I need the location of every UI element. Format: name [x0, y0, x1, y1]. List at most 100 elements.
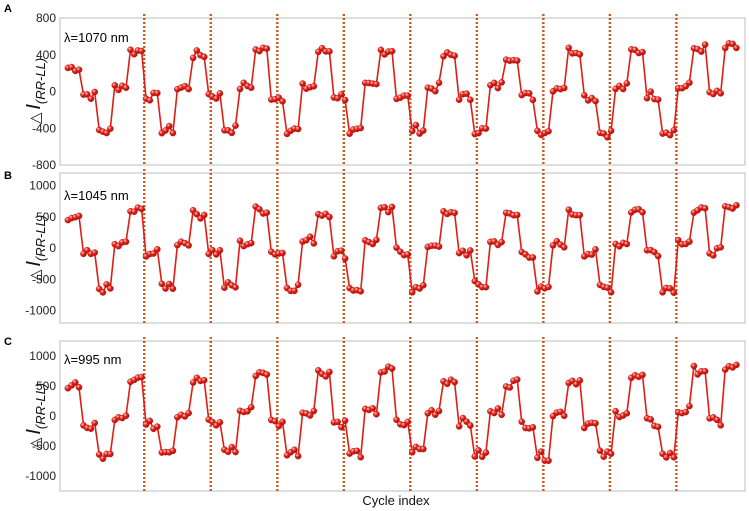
data-point	[549, 242, 557, 249]
data-point	[494, 405, 502, 412]
data-point	[146, 97, 154, 104]
panel-letter: B	[4, 170, 12, 182]
data-point	[256, 205, 263, 213]
period-boundaries	[143, 14, 678, 165]
data-point	[494, 84, 502, 92]
y-tick-label: -800	[32, 158, 56, 172]
data-point	[666, 131, 674, 139]
data-point	[107, 125, 114, 132]
data-point	[545, 127, 552, 135]
plot-frame	[59, 340, 746, 492]
y-tick-label: -500	[32, 272, 56, 286]
data-point	[346, 130, 353, 137]
data-point	[670, 453, 678, 461]
data-point	[404, 92, 412, 99]
data-point	[607, 127, 615, 135]
data-point	[294, 125, 302, 133]
data-point	[612, 407, 619, 415]
data-point	[209, 246, 216, 254]
data-point	[338, 90, 345, 98]
data-point	[216, 90, 224, 97]
data-point	[189, 379, 197, 386]
data-point	[690, 362, 698, 370]
data-point	[381, 368, 388, 375]
data-point	[107, 450, 114, 458]
data-point	[388, 203, 396, 211]
data-point	[666, 285, 674, 292]
data-point	[490, 79, 498, 87]
svg-text:△I(RR-LL): △ I(RR-LL)	[23, 58, 48, 124]
data-point	[498, 238, 505, 246]
wavelength-label: λ=1070 nm	[64, 30, 129, 45]
data-point	[419, 445, 427, 453]
panel-letter: C	[4, 336, 12, 348]
data-point	[490, 409, 498, 417]
data-point	[643, 94, 651, 102]
data-point	[701, 367, 709, 375]
data-point	[185, 85, 192, 93]
data-point	[475, 446, 482, 454]
data-point	[310, 407, 318, 415]
data-point	[663, 454, 670, 461]
y-axis-title-subscript: (RR-LL)	[33, 383, 48, 429]
data-point	[529, 96, 537, 104]
plot-frame	[59, 17, 746, 166]
data-point	[545, 283, 552, 291]
data-point	[294, 452, 302, 460]
data-point	[357, 453, 365, 461]
data-point	[384, 208, 392, 216]
y-tick-label: 400	[36, 48, 56, 62]
data-point	[404, 251, 412, 258]
y-ticks: 1000 500 0 -500 -1000	[25, 349, 56, 483]
data-point	[153, 423, 161, 430]
data-series	[64, 40, 740, 141]
data-point	[525, 90, 533, 97]
data-point	[435, 243, 443, 250]
data-point	[247, 84, 255, 91]
data-point	[95, 451, 103, 458]
y-tick-label: 1000	[29, 179, 56, 193]
period-boundaries	[143, 169, 678, 323]
y-tick-label: -500	[32, 439, 56, 453]
data-point	[91, 249, 98, 256]
data-point	[607, 288, 615, 296]
data-point	[701, 204, 709, 212]
data-point	[185, 242, 192, 249]
data-point	[153, 89, 161, 97]
data-point	[721, 44, 729, 52]
data-point	[654, 96, 662, 103]
data-point	[666, 449, 674, 457]
data-point	[529, 423, 537, 431]
data-point	[482, 283, 490, 291]
data-point	[647, 416, 655, 423]
data-point	[146, 417, 154, 425]
data-point	[701, 41, 709, 48]
data-point	[717, 421, 725, 429]
data-point	[576, 211, 584, 219]
data-point	[322, 373, 330, 380]
data-point	[310, 83, 318, 90]
delta-symbol: △	[27, 269, 44, 281]
data-point	[236, 85, 244, 93]
data-point	[91, 419, 98, 427]
data-point	[596, 447, 604, 455]
data-point	[733, 201, 740, 209]
data-point	[224, 448, 232, 456]
data-point	[334, 418, 341, 426]
data-point	[607, 450, 615, 458]
data-point	[404, 418, 412, 426]
data-point	[216, 418, 224, 426]
data-point	[451, 378, 458, 386]
y-tick-label: 500	[36, 210, 56, 224]
y-tick-label: 1000	[29, 349, 56, 363]
data-point	[122, 412, 130, 420]
data-point	[83, 91, 91, 98]
data-point	[87, 425, 95, 433]
y-axis-title-subscript: (RR-LL)	[33, 58, 48, 104]
data-point	[212, 251, 220, 258]
data-point	[466, 96, 474, 104]
data-point	[600, 453, 608, 461]
panel-a: A λ=1070 nm △ I(RR-LL) 800 400 0 -400 -800	[4, 3, 746, 172]
data-point	[529, 254, 537, 261]
data-point	[162, 127, 169, 134]
